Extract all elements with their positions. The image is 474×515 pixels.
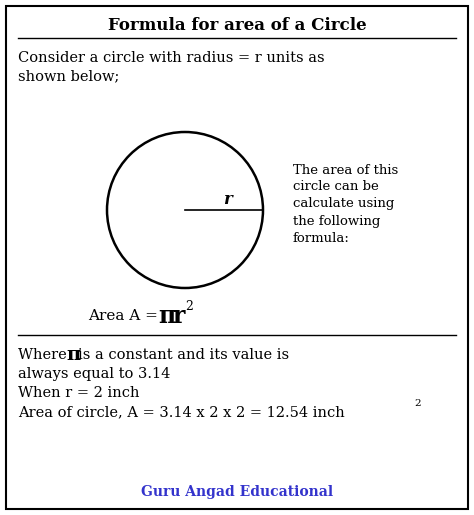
Text: circle can be: circle can be	[293, 180, 379, 194]
FancyBboxPatch shape	[6, 6, 468, 509]
Text: π: π	[66, 346, 80, 364]
Text: the following: the following	[293, 215, 380, 228]
Text: Guru Angad Educational: Guru Angad Educational	[141, 485, 333, 499]
Text: r: r	[172, 304, 184, 328]
Text: Area A =: Area A =	[88, 309, 163, 323]
Text: r: r	[224, 191, 232, 208]
Text: 2: 2	[414, 400, 420, 408]
Text: shown below;: shown below;	[18, 69, 119, 83]
Text: Area of circle, A = 3.14 x 2 x 2 = 12.54 inch: Area of circle, A = 3.14 x 2 x 2 = 12.54…	[18, 405, 345, 419]
Text: 2: 2	[185, 300, 193, 314]
Text: π: π	[158, 304, 175, 328]
Text: always equal to 3.14: always equal to 3.14	[18, 367, 170, 381]
Text: Where: Where	[18, 348, 72, 362]
Text: calculate using: calculate using	[293, 197, 394, 211]
Text: formula:: formula:	[293, 232, 350, 245]
Text: When r = 2 inch: When r = 2 inch	[18, 386, 139, 400]
Text: Formula for area of a Circle: Formula for area of a Circle	[108, 16, 366, 33]
Text: Consider a circle with radius = r units as: Consider a circle with radius = r units …	[18, 51, 325, 65]
Text: is a constant and its value is: is a constant and its value is	[78, 348, 289, 362]
Text: The area of this: The area of this	[293, 163, 398, 177]
